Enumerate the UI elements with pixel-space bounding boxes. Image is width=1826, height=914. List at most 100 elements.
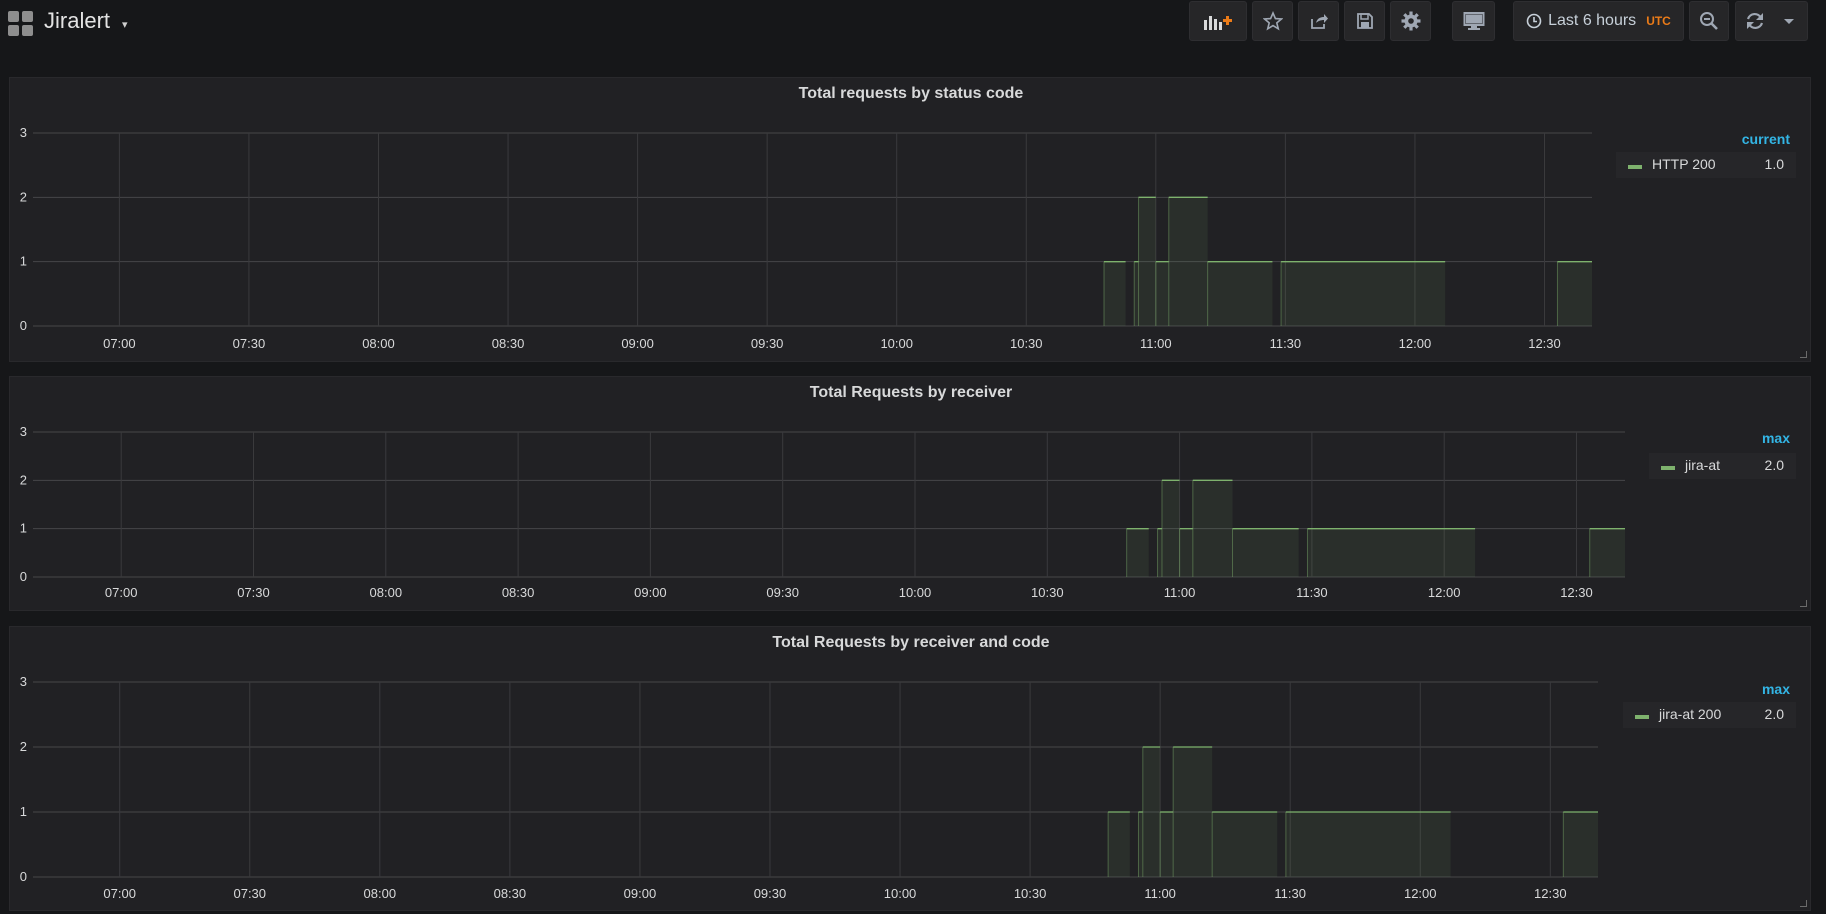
x-tick-label: 12:30 xyxy=(1534,886,1567,901)
x-tick-label: 10:30 xyxy=(1031,585,1064,600)
refresh-button-group[interactable] xyxy=(1735,1,1808,41)
top-navbar: Jiralert ▾ xyxy=(0,0,1826,70)
x-tick-label: 12:00 xyxy=(1399,336,1432,351)
y-tick-label: 3 xyxy=(20,424,27,439)
legend-series-name[interactable]: HTTP 200 xyxy=(1652,156,1716,172)
x-tick-label: 12:30 xyxy=(1560,585,1593,600)
star-dashboard-button[interactable] xyxy=(1252,1,1293,41)
x-tick-label: 10:00 xyxy=(880,336,913,351)
dashboard-settings-button[interactable] xyxy=(1390,1,1431,41)
x-tick-label: 11:30 xyxy=(1296,585,1328,600)
x-tick-label: 07:00 xyxy=(103,886,136,901)
series-area-fill xyxy=(1207,261,1273,326)
gear-icon xyxy=(1401,11,1420,31)
clock-icon xyxy=(1526,13,1542,29)
save-dashboard-button[interactable] xyxy=(1344,1,1385,41)
x-tick-label: 10:00 xyxy=(899,585,932,600)
series-area-fill xyxy=(1104,261,1126,326)
time-series-chart[interactable]: 0 1 2 3 07:00 07:30 08:00 08:30 09:00 09:30 10:00 1… xyxy=(10,377,1812,612)
series-area-fill xyxy=(1285,812,1451,877)
panel-resize-handle[interactable] xyxy=(1800,600,1807,607)
series-area-fill xyxy=(1212,812,1278,877)
legend-column-header[interactable]: max xyxy=(1761,681,1790,697)
panel-title[interactable]: Total Requests by receiver xyxy=(809,384,1013,401)
y-tick-label: 1 xyxy=(20,254,27,269)
dashboards-grid-icon[interactable] xyxy=(8,11,34,37)
zoom-out-icon xyxy=(1700,12,1718,30)
series-area-fill xyxy=(1155,261,1169,326)
x-tick-label: 09:30 xyxy=(754,886,787,901)
tv-monitor-icon xyxy=(1463,12,1484,30)
y-tick-label: 1 xyxy=(20,521,27,536)
panel-title[interactable]: Total requests by status code xyxy=(798,85,1024,102)
series-color-swatch[interactable] xyxy=(1628,165,1642,169)
legend-series-value: 1.0 xyxy=(1764,156,1784,172)
refresh-icon[interactable] xyxy=(1744,11,1766,31)
panel-title[interactable]: Total Requests by receiver and code xyxy=(772,634,1050,651)
series-area-fill xyxy=(1108,812,1130,877)
x-tick-label: 07:00 xyxy=(105,585,138,600)
x-tick-label: 08:30 xyxy=(494,886,527,901)
x-tick-label: 09:00 xyxy=(624,886,657,901)
x-tick-label: 12:00 xyxy=(1428,585,1461,600)
cycle-view-mode-button[interactable] xyxy=(1452,1,1495,41)
series-area-fill xyxy=(1557,261,1592,326)
x-tick-label: 08:30 xyxy=(502,585,535,600)
dashboard-title[interactable]: Jiralert xyxy=(44,8,111,33)
series-area-fill xyxy=(1589,528,1625,577)
time-series-chart[interactable]: 0 1 2 3 07:00 07:30 08:00 08:30 09:00 09:30 10:00 1… xyxy=(10,627,1812,912)
x-tick-label: 09:00 xyxy=(621,336,654,351)
x-tick-label: 11:00 xyxy=(1140,336,1172,351)
timezone-badge: UTC xyxy=(1646,14,1671,28)
legend-column-header[interactable]: current xyxy=(1741,131,1790,147)
legend-series-name[interactable]: jira-at xyxy=(1685,457,1721,473)
x-tick-label: 08:00 xyxy=(370,585,403,600)
x-tick-label: 07:30 xyxy=(233,336,266,351)
x-tick-label: 11:30 xyxy=(1270,336,1302,351)
panel-resize-handle[interactable] xyxy=(1800,900,1807,907)
x-tick-label: 08:00 xyxy=(364,886,397,901)
x-tick-label: 09:30 xyxy=(766,585,799,600)
series-area-fill xyxy=(1173,747,1213,877)
y-tick-label: 1 xyxy=(20,804,27,819)
x-tick-label: 11:00 xyxy=(1164,585,1196,600)
series-area-fill xyxy=(1161,480,1180,577)
time-series-chart[interactable]: 0 1 2 3 07:00 07:30 08:00 08:30 09:00 09:30 10:00 1… xyxy=(10,78,1812,363)
zoom-out-button[interactable] xyxy=(1689,1,1729,41)
legend-item[interactable]: jira-at 2.0 xyxy=(1649,453,1796,479)
y-tick-label: 0 xyxy=(20,869,27,884)
dashboard-picker-caret-icon[interactable]: ▾ xyxy=(122,19,128,31)
y-tick-label: 2 xyxy=(20,472,27,487)
series-area-fill xyxy=(1232,528,1299,577)
share-dashboard-button[interactable] xyxy=(1298,1,1339,41)
series-area-fill xyxy=(1168,197,1208,326)
series-area-fill xyxy=(1142,747,1161,877)
x-tick-label: 07:00 xyxy=(103,336,136,351)
x-tick-label: 07:30 xyxy=(233,886,266,901)
legend-column-header[interactable]: max xyxy=(1761,430,1790,446)
legend-series-value: 2.0 xyxy=(1764,706,1784,722)
series-area-fill xyxy=(1563,812,1598,877)
time-range-picker[interactable]: Last 6 hours UTC xyxy=(1513,1,1684,41)
series-area-fill xyxy=(1126,528,1149,577)
series-color-swatch[interactable] xyxy=(1635,715,1649,719)
x-tick-label: 12:00 xyxy=(1404,886,1437,901)
legend-series-name[interactable]: jira-at 200 xyxy=(1659,706,1722,722)
x-tick-label: 12:30 xyxy=(1528,336,1561,351)
y-tick-label: 3 xyxy=(20,125,27,140)
y-tick-label: 0 xyxy=(20,318,27,333)
panel-resize-handle[interactable] xyxy=(1800,351,1807,358)
add-panel-button[interactable] xyxy=(1189,1,1247,41)
y-tick-label: 2 xyxy=(20,189,27,204)
series-area-fill xyxy=(1157,528,1162,577)
x-tick-label: 07:30 xyxy=(237,585,270,600)
series-color-swatch[interactable] xyxy=(1661,466,1675,470)
legend-item[interactable]: jira-at 200 2.0 xyxy=(1623,702,1796,728)
graph-panel-receiver-and-code: Total Requests by receiver and code 0 1 2 3… xyxy=(9,626,1811,911)
series-area-fill xyxy=(1138,812,1143,877)
caret-down-icon[interactable] xyxy=(1782,16,1796,26)
series-area-fill xyxy=(1307,528,1476,577)
legend-item[interactable]: HTTP 200 1.0 xyxy=(1616,152,1796,178)
graph-panel-receiver: Total Requests by receiver 0 1 2 3 07:00 07:3… xyxy=(9,376,1811,611)
graph-panel-status-code: Total requests by status code 0 1 2 3 07:00 0… xyxy=(9,77,1811,362)
